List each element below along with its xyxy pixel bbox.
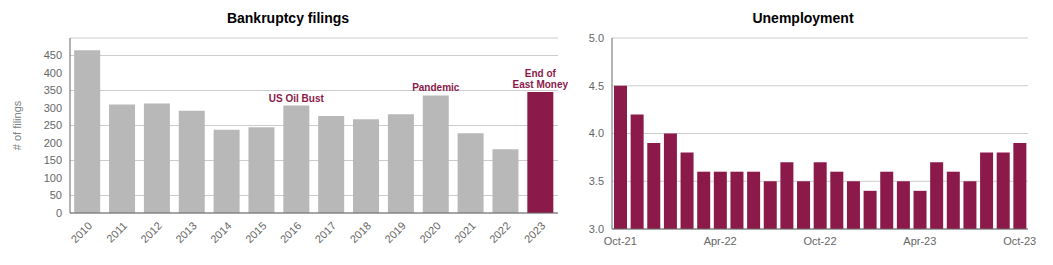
svg-text:2023: 2023 xyxy=(522,219,548,245)
svg-text:US Oil Bust: US Oil Bust xyxy=(269,93,325,104)
svg-text:Oct-22: Oct-22 xyxy=(803,235,836,247)
svg-text:Oct-21: Oct-21 xyxy=(604,235,637,247)
svg-text:2015: 2015 xyxy=(243,219,269,245)
svg-text:2010: 2010 xyxy=(69,219,95,245)
svg-text:2021: 2021 xyxy=(452,219,478,245)
svg-text:End ofEast Money: End ofEast Money xyxy=(513,68,568,90)
svg-text:400: 400 xyxy=(44,67,62,79)
html-text:Unemployment: Unemployment xyxy=(752,10,854,26)
svg-text:100: 100 xyxy=(44,172,62,184)
svg-text:2011: 2011 xyxy=(104,219,129,244)
svg-text:2019: 2019 xyxy=(382,219,408,245)
html-text:Bankruptcy filings: Bankruptcy filings xyxy=(226,10,350,26)
svg-text:4.5: 4.5 xyxy=(589,80,604,92)
svg-text:200: 200 xyxy=(44,137,62,149)
svg-text:2014: 2014 xyxy=(208,219,234,245)
svg-text:300: 300 xyxy=(44,102,62,114)
svg-text:2018: 2018 xyxy=(347,219,373,245)
svg-text:2017: 2017 xyxy=(313,219,339,245)
svg-text:Oct-23: Oct-23 xyxy=(1003,235,1036,247)
svg-text:3.0: 3.0 xyxy=(589,223,604,235)
svg-text:Apr-22: Apr-22 xyxy=(704,235,737,247)
svg-text:3.5: 3.5 xyxy=(589,175,604,187)
svg-text:450: 450 xyxy=(44,49,62,61)
svg-text:Pandemic: Pandemic xyxy=(412,82,460,93)
svg-text:2012: 2012 xyxy=(138,219,164,245)
svg-text:4.0: 4.0 xyxy=(589,127,604,139)
svg-text:250: 250 xyxy=(44,119,62,131)
svg-text:50: 50 xyxy=(50,189,62,201)
svg-text:2022: 2022 xyxy=(487,219,513,245)
svg-text:5.0: 5.0 xyxy=(589,32,604,44)
svg-text:2016: 2016 xyxy=(278,219,304,245)
svg-text:# of filings: # of filings xyxy=(11,100,23,150)
svg-text:Apr-23: Apr-23 xyxy=(903,235,936,247)
svg-text:150: 150 xyxy=(44,154,62,166)
svg-text:350: 350 xyxy=(44,84,62,96)
svg-text:2013: 2013 xyxy=(173,219,199,245)
svg-text:0: 0 xyxy=(56,207,62,219)
svg-text:2020: 2020 xyxy=(417,219,443,245)
